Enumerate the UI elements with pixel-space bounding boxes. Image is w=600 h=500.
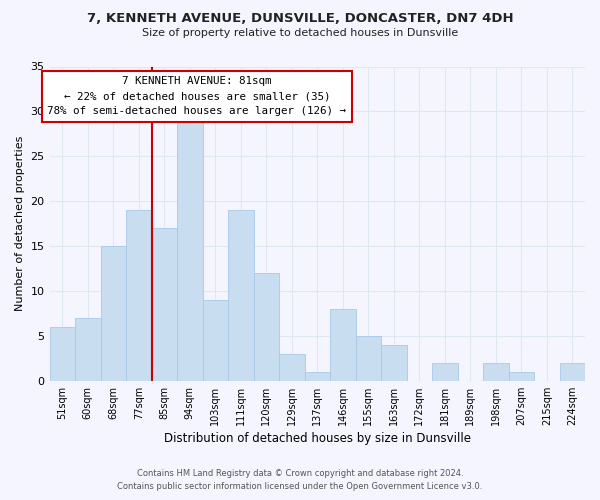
Bar <box>50 327 75 381</box>
Bar <box>483 363 509 381</box>
Bar <box>509 372 534 381</box>
Bar <box>75 318 101 381</box>
Bar <box>356 336 381 381</box>
Y-axis label: Number of detached properties: Number of detached properties <box>15 136 25 312</box>
Text: 7 KENNETH AVENUE: 81sqm
← 22% of detached houses are smaller (35)
78% of semi-de: 7 KENNETH AVENUE: 81sqm ← 22% of detache… <box>47 76 346 116</box>
Bar <box>152 228 177 381</box>
Bar <box>177 120 203 381</box>
Bar <box>305 372 330 381</box>
Bar <box>279 354 305 381</box>
Text: 7, KENNETH AVENUE, DUNSVILLE, DONCASTER, DN7 4DH: 7, KENNETH AVENUE, DUNSVILLE, DONCASTER,… <box>86 12 514 26</box>
Bar <box>126 210 152 381</box>
Bar <box>560 363 585 381</box>
Text: Contains HM Land Registry data © Crown copyright and database right 2024.
Contai: Contains HM Land Registry data © Crown c… <box>118 470 482 491</box>
X-axis label: Distribution of detached houses by size in Dunsville: Distribution of detached houses by size … <box>164 432 471 445</box>
Bar <box>254 273 279 381</box>
Bar <box>432 363 458 381</box>
Bar <box>381 345 407 381</box>
Text: Size of property relative to detached houses in Dunsville: Size of property relative to detached ho… <box>142 28 458 38</box>
Bar <box>101 246 126 381</box>
Bar <box>330 309 356 381</box>
Bar <box>228 210 254 381</box>
Bar <box>203 300 228 381</box>
